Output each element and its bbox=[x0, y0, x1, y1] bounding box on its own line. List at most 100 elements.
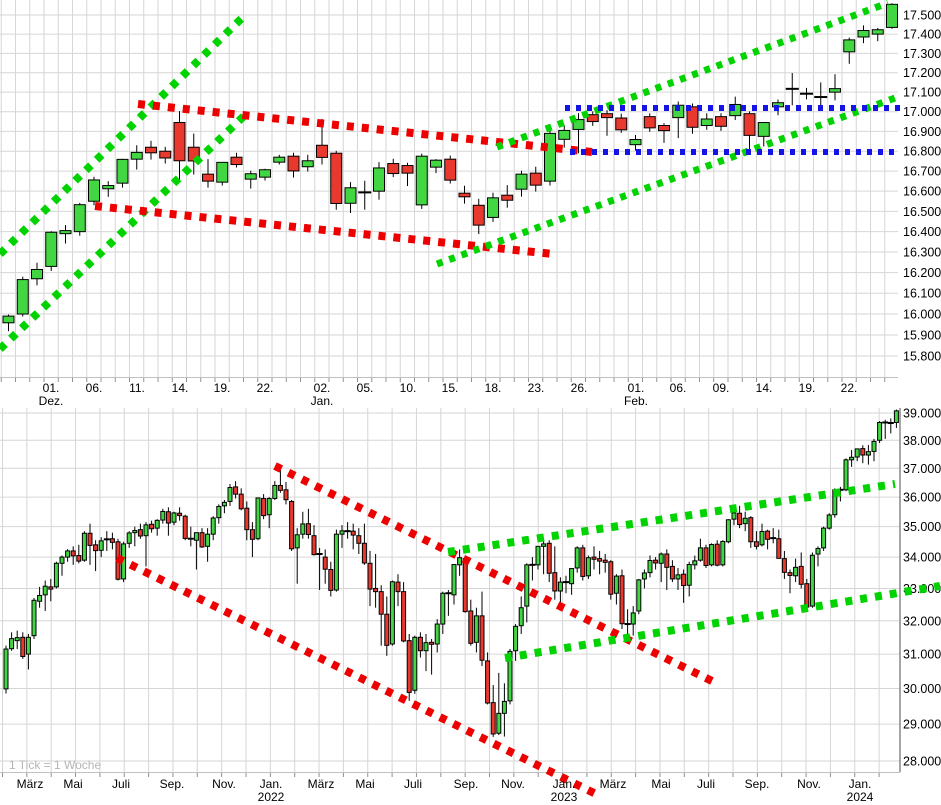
candle bbox=[65, 549, 71, 562]
y-axis-label: 15.800 bbox=[903, 350, 941, 364]
y-axis-label: 17.300 bbox=[903, 47, 941, 61]
candle bbox=[636, 578, 642, 615]
x-axis-label: März bbox=[17, 777, 44, 791]
candle bbox=[350, 523, 356, 550]
candle bbox=[563, 575, 569, 594]
candle bbox=[843, 37, 856, 64]
candle bbox=[658, 123, 670, 143]
x-axis-label: 14. bbox=[756, 381, 773, 395]
candle bbox=[93, 540, 99, 572]
candle bbox=[87, 523, 93, 565]
candle bbox=[429, 638, 435, 675]
x-axis-label: Mai bbox=[355, 777, 374, 791]
y-axis-label: 36.000 bbox=[903, 491, 941, 505]
lower-candlestick-chart: 39.00038.00037.00036.00035.00034.00033.0… bbox=[0, 408, 941, 804]
candle bbox=[451, 564, 457, 605]
candle bbox=[580, 544, 586, 581]
candle bbox=[59, 555, 65, 576]
candle bbox=[109, 532, 115, 550]
candle bbox=[283, 482, 289, 505]
x-axis-label: Nov. bbox=[797, 777, 821, 791]
candle bbox=[367, 550, 373, 607]
x-axis-label: März bbox=[600, 777, 627, 791]
trendline-green-dotted bbox=[504, 582, 941, 662]
candle bbox=[602, 554, 608, 573]
candle bbox=[205, 528, 211, 562]
y-axis-label: 16.500 bbox=[903, 205, 941, 219]
x-axis-label: Juli bbox=[112, 777, 130, 791]
candle bbox=[809, 552, 815, 608]
candle bbox=[287, 152, 300, 178]
candle bbox=[210, 516, 216, 541]
candle bbox=[893, 409, 899, 428]
candle bbox=[130, 145, 143, 170]
trendline-green-dotted bbox=[495, 0, 890, 151]
y-axis-label: 34.000 bbox=[903, 551, 941, 565]
x-axis-label: Nov. bbox=[501, 777, 525, 791]
x-axis-label: 23. bbox=[528, 381, 545, 395]
candle bbox=[647, 555, 653, 578]
x-axis-label: Juli bbox=[404, 777, 422, 791]
candle bbox=[356, 528, 362, 555]
candle bbox=[14, 630, 20, 650]
candle bbox=[860, 445, 866, 464]
candle bbox=[137, 523, 143, 539]
candle bbox=[182, 514, 188, 541]
candle bbox=[145, 140, 157, 160]
candle bbox=[339, 525, 345, 548]
y-axis-label: 17.200 bbox=[903, 66, 941, 80]
candle bbox=[518, 596, 524, 634]
candle bbox=[714, 540, 720, 567]
x-axis-label: März bbox=[308, 777, 335, 791]
candle bbox=[468, 599, 474, 646]
candle bbox=[725, 519, 731, 544]
candle bbox=[305, 508, 311, 539]
candle bbox=[643, 113, 656, 132]
upper-candlestick-chart: 17.500 17.400 17.300 17.200 17.100 17.000 16.9… bbox=[0, 0, 941, 408]
y-axis-label: 15.900 bbox=[903, 328, 941, 342]
candle bbox=[406, 633, 412, 701]
candle bbox=[3, 645, 9, 694]
x-axis-label: 19. bbox=[799, 381, 816, 395]
y-axis-label: 16.800 bbox=[903, 145, 941, 159]
candle bbox=[20, 632, 26, 659]
candle bbox=[757, 122, 770, 147]
candle bbox=[815, 546, 821, 567]
candle bbox=[277, 469, 283, 493]
candle bbox=[187, 133, 200, 175]
candle bbox=[301, 154, 314, 172]
candle bbox=[479, 591, 485, 667]
candle bbox=[216, 161, 229, 186]
candle bbox=[31, 262, 43, 286]
candle bbox=[849, 449, 855, 467]
candle bbox=[202, 159, 214, 188]
x-axis-label: Nov. bbox=[212, 777, 236, 791]
y-axis-label: 16.300 bbox=[903, 246, 941, 260]
trendline-red-dotted bbox=[273, 462, 714, 685]
y-axis-label: 17.000 bbox=[903, 105, 941, 119]
x-axis-label: 05. bbox=[357, 381, 374, 395]
y-axis-label: 30.000 bbox=[903, 682, 941, 696]
candle bbox=[266, 497, 272, 529]
candle bbox=[613, 574, 619, 605]
candle bbox=[552, 546, 558, 600]
candle bbox=[843, 458, 849, 492]
candle bbox=[675, 567, 681, 591]
x-axis-label: 01. bbox=[43, 381, 60, 395]
y-axis-label: 16.600 bbox=[903, 185, 941, 199]
tick-interval-note: 1 Tick = 1 Woche bbox=[9, 758, 101, 772]
candle bbox=[759, 523, 765, 547]
candle bbox=[715, 113, 727, 131]
candle bbox=[249, 522, 255, 558]
candle bbox=[529, 166, 542, 192]
x-axis-label: Jan. bbox=[849, 777, 872, 791]
candle bbox=[601, 110, 613, 136]
x-axis-label: 09. bbox=[713, 381, 730, 395]
candle bbox=[300, 511, 306, 539]
candle bbox=[572, 113, 585, 154]
candle bbox=[221, 499, 227, 514]
candle bbox=[776, 529, 782, 559]
candle bbox=[629, 134, 642, 151]
candle bbox=[544, 131, 556, 186]
